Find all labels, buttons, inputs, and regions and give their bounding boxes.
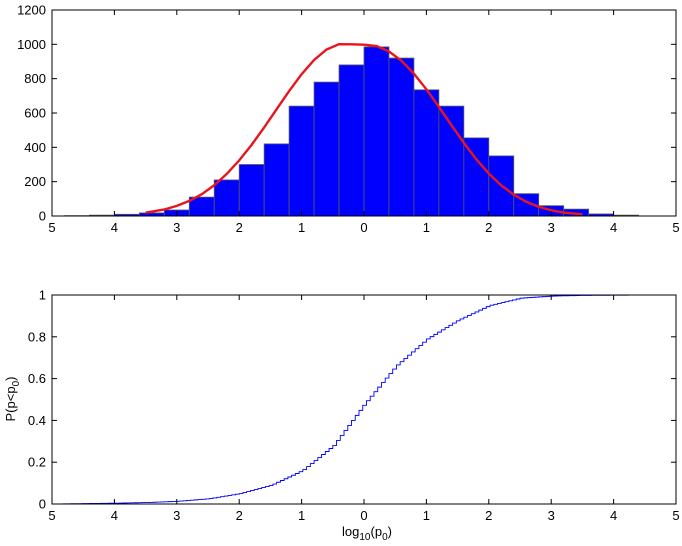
histogram-bar bbox=[363, 46, 390, 217]
histogram-x-ticks: 5 4 3 2 1 0 1 2 3 4 5 bbox=[48, 10, 680, 235]
histogram-x-tick-label: 0 bbox=[360, 220, 367, 235]
cdf-y-tick-label: 0.8 bbox=[28, 329, 46, 344]
histogram-y-ticks: 0 200 400 600 800 1000 1200 bbox=[17, 3, 676, 224]
histogram-x-tick-label: 4 bbox=[610, 220, 617, 235]
cdf-x-tick-label: 5 bbox=[48, 508, 55, 523]
histogram-x-tick-label: 1 bbox=[423, 220, 430, 235]
histogram-x-tick-label: 4 bbox=[111, 220, 118, 235]
histogram-y-tick-label: 600 bbox=[24, 106, 46, 121]
histogram-x-tick-label: 2 bbox=[236, 220, 243, 235]
histogram-x-tick-label: 3 bbox=[548, 220, 555, 235]
cdf-y-ticks: 0 0.2 0.4 0.6 0.8 1 bbox=[28, 288, 676, 512]
cdf-x-tick-label: 1 bbox=[298, 508, 305, 523]
histogram-x-tick-label: 2 bbox=[485, 220, 492, 235]
histogram-axes: 5 4 3 2 1 0 1 2 3 4 5 0 200 400 600 800 1000 1200 bbox=[17, 3, 680, 236]
cdf-y-tick-label: 0.2 bbox=[28, 455, 46, 470]
cdf-x-tick-label: 2 bbox=[236, 508, 243, 523]
cdf-x-tick-label: 0 bbox=[360, 508, 367, 523]
cdf-line bbox=[52, 294, 645, 505]
cdf-y-tick-label: 0.6 bbox=[28, 371, 46, 386]
fit-curve bbox=[145, 42, 583, 216]
histogram-bar bbox=[338, 64, 365, 217]
histogram-x-tick-label: 1 bbox=[298, 220, 305, 235]
histogram-bar bbox=[388, 57, 415, 217]
histogram-bar bbox=[463, 137, 490, 217]
histogram-x-tick-label: 3 bbox=[173, 220, 180, 235]
cdf-x-tick-label: 1 bbox=[423, 508, 430, 523]
histogram-bar bbox=[313, 81, 340, 217]
histogram-bar bbox=[288, 105, 315, 217]
cdf-y-tick-label: 0.4 bbox=[28, 413, 46, 428]
cdf-y-axis-title: P(p<p0) bbox=[3, 377, 22, 422]
histogram-bar bbox=[238, 164, 265, 217]
cdf-x-ticks: 5 4 3 2 1 0 1 2 3 4 5 bbox=[48, 295, 680, 523]
histogram-y-tick-label: 800 bbox=[24, 71, 46, 86]
cdf-y-tick-label: 1 bbox=[39, 288, 46, 303]
histogram-bar bbox=[213, 179, 240, 217]
cdf-x-axis-title: log10(p0) bbox=[342, 524, 392, 543]
cdf-x-tick-label: 3 bbox=[173, 508, 180, 523]
cdf-axes: 5 4 3 2 1 0 1 2 3 4 5 0 0.2 0.4 0.6 0.8 1 bbox=[28, 288, 680, 524]
cdf-y-tick-label: 0 bbox=[39, 497, 46, 512]
histogram-y-tick-label: 400 bbox=[24, 140, 46, 155]
cdf-x-tick-label: 4 bbox=[610, 508, 617, 523]
histogram-bar bbox=[263, 143, 290, 217]
histogram-x-tick-label: 5 bbox=[48, 220, 55, 235]
histogram-y-tick-label: 200 bbox=[24, 174, 46, 189]
cdf-x-tick-label: 2 bbox=[485, 508, 492, 523]
histogram-bar bbox=[413, 89, 440, 217]
histogram-y-tick-label: 0 bbox=[39, 209, 46, 224]
histogram-bar bbox=[438, 105, 465, 217]
histogram-y-tick-label: 1000 bbox=[17, 37, 46, 52]
histogram-x-tick-label: 5 bbox=[672, 220, 679, 235]
cdf-x-tick-label: 3 bbox=[548, 508, 555, 523]
cdf-x-tick-label: 5 bbox=[672, 508, 679, 523]
histogram-y-tick-label: 1200 bbox=[17, 3, 46, 18]
cdf-x-tick-label: 4 bbox=[111, 508, 118, 523]
